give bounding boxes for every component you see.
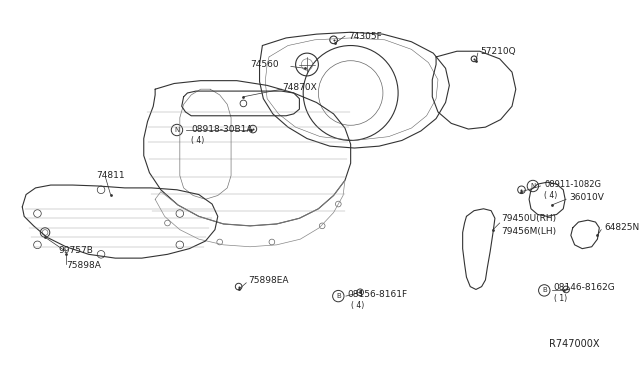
Text: 08918-30B1A: 08918-30B1A xyxy=(191,125,253,134)
Text: 74811: 74811 xyxy=(96,171,125,180)
Text: 08156-8161F: 08156-8161F xyxy=(348,290,408,299)
Text: 08911-1082G: 08911-1082G xyxy=(544,180,601,189)
Text: 74560: 74560 xyxy=(250,60,278,69)
Text: ( 4): ( 4) xyxy=(544,191,557,200)
Text: 79456M(LH): 79456M(LH) xyxy=(502,227,557,236)
Text: 79450U(RH): 79450U(RH) xyxy=(502,214,557,223)
Text: B: B xyxy=(336,293,340,299)
Text: 57210Q: 57210Q xyxy=(481,47,516,56)
Text: ( 4): ( 4) xyxy=(351,301,364,310)
Text: 64825N: 64825N xyxy=(604,223,639,232)
Text: B: B xyxy=(542,288,547,294)
Text: 75898A: 75898A xyxy=(66,261,101,270)
Text: 08146-8162G: 08146-8162G xyxy=(554,283,616,292)
Text: 74870X: 74870X xyxy=(282,83,317,92)
Text: 74305F: 74305F xyxy=(348,32,381,41)
Text: ( 1): ( 1) xyxy=(554,295,567,304)
Text: N: N xyxy=(531,183,536,189)
Text: 75898EA: 75898EA xyxy=(248,276,289,285)
Text: N: N xyxy=(174,127,180,133)
Text: R747000X: R747000X xyxy=(549,339,599,349)
Text: 99757B: 99757B xyxy=(58,246,93,255)
Text: ( 4): ( 4) xyxy=(191,136,204,145)
Text: 36010V: 36010V xyxy=(569,193,604,202)
